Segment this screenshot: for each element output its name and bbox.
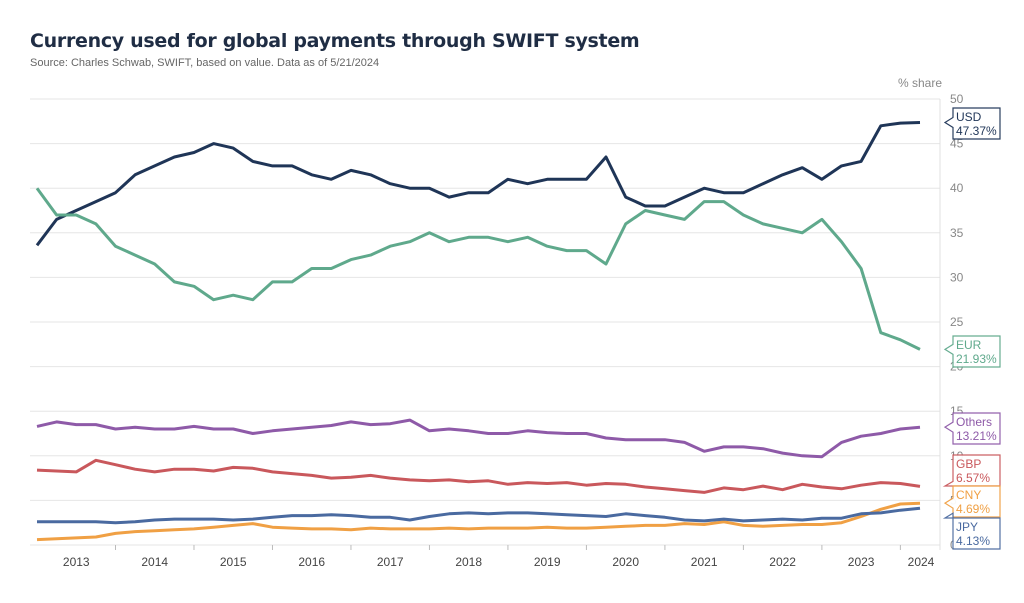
x-tick-label: 2013 [63,555,90,569]
y-tick-label: 50 [950,92,964,106]
x-tick-label: 2022 [769,555,796,569]
series-value-label: 6.57% [956,471,990,485]
chart-title: Currency used for global payments throug… [30,30,640,52]
series-line-eur [35,187,921,351]
series-end-label-box [943,412,1001,445]
series-line-usd [35,121,921,247]
series-name-label: EUR [956,338,982,352]
series-name-label: CNY [956,488,981,502]
series-end-label-box [943,107,1001,140]
series-end-label-box [942,512,1001,550]
series-line-gbp [36,458,921,494]
x-tick-label: 2023 [848,555,875,569]
series-line-cny [36,501,921,542]
x-tick-label: 2016 [298,555,325,569]
y-axis-label: % share [898,76,942,90]
x-tick-label: 2020 [612,555,639,569]
series-value-label: 13.21% [956,429,997,443]
series-name-label: JPY [956,520,978,534]
series-line-others [36,418,921,459]
series-value-label: 21.93% [956,352,997,366]
x-tick-label: 2018 [455,555,482,569]
y-tick-label: 40 [950,181,964,195]
series-line-jpy [37,506,921,525]
series-name-label: Others [956,415,992,429]
series-value-label: 4.13% [956,534,990,548]
series-name-label: USD [956,110,982,124]
y-tick-label: 45 [950,137,964,151]
series-value-label: 47.37% [956,124,997,138]
series-end-label-box [943,335,1001,368]
x-tick-label: 2021 [691,555,718,569]
y-tick-label: 35 [950,226,964,240]
x-tick-label: 2017 [377,555,404,569]
x-tick-label: 2024 [908,555,935,569]
chart-subtitle: Source: Charles Schwab, SWIFT, based on … [30,57,380,69]
x-tick-label: 2014 [141,555,168,569]
x-tick-label: 2019 [534,555,561,569]
y-tick-label: 30 [950,270,964,284]
series-value-label: 4.69% [956,502,990,516]
y-tick-label: 25 [950,315,964,329]
series-name-label: GBP [956,457,981,471]
x-tick-label: 2015 [220,555,247,569]
